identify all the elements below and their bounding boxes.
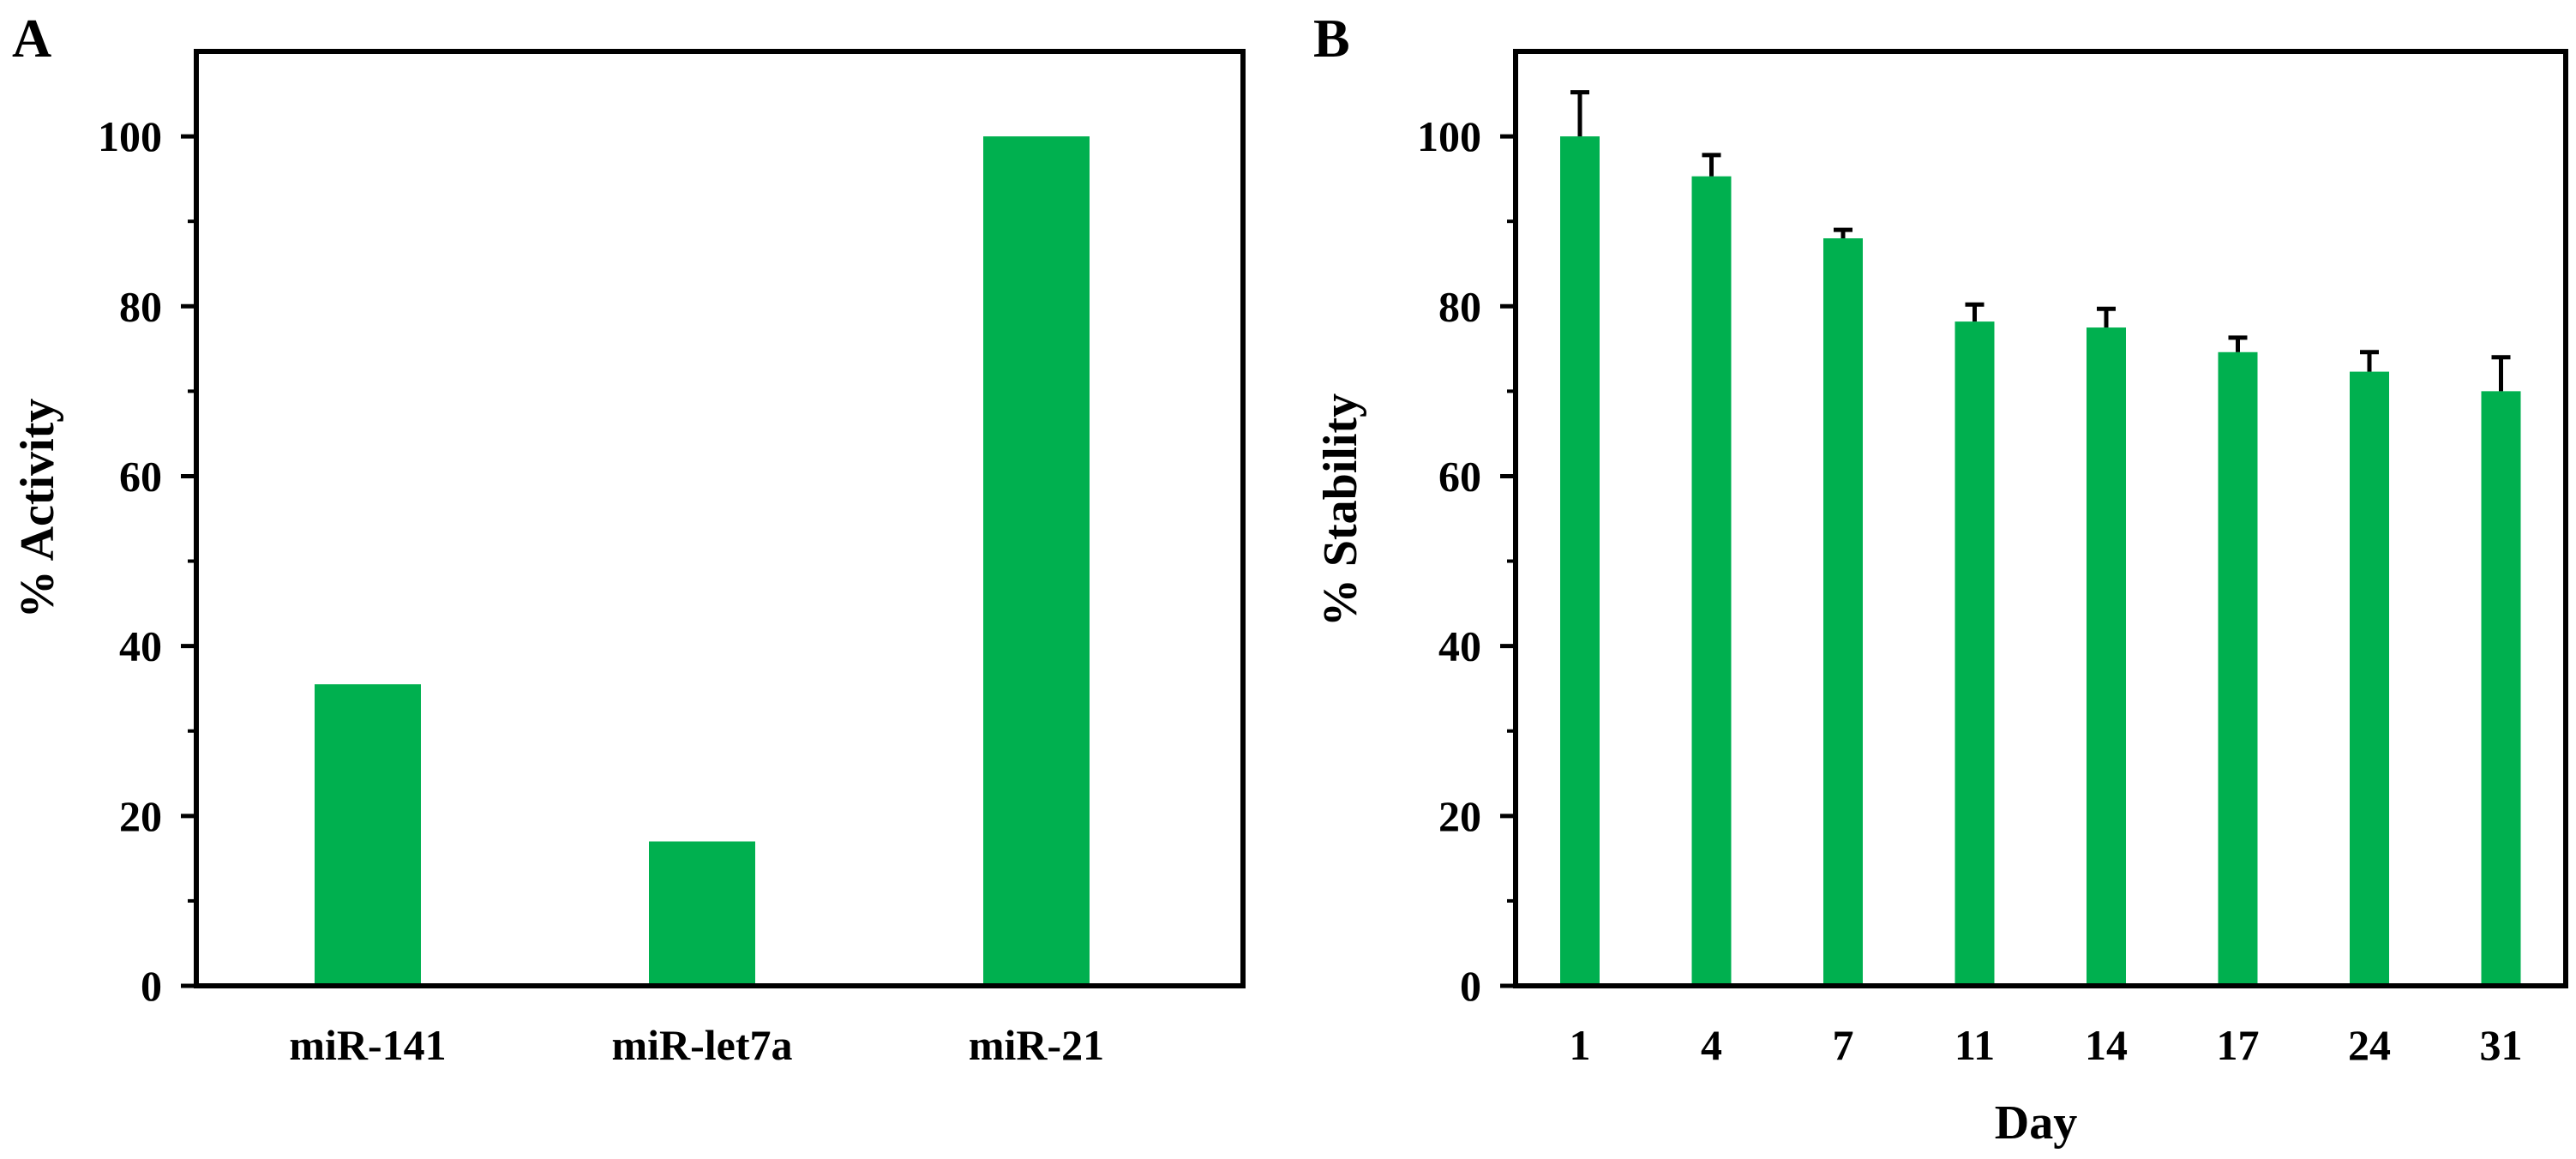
panel-b-y-tick-label-80: 80 <box>1438 282 1481 330</box>
panel-a-y-tick-label-100: 100 <box>98 112 162 160</box>
panel-b-x-tick-label-14: 14 <box>2085 1021 2128 1069</box>
panel-b-x-tick-label-24: 24 <box>2348 1021 2391 1069</box>
panel-b-label: B <box>1313 8 1350 69</box>
panel-b-bar-31 <box>2481 391 2521 986</box>
panel-b-x-tick-label-4: 4 <box>1701 1021 1722 1069</box>
panel-b-x-axis-title: Day <box>1995 1096 2077 1150</box>
panel-a-bar-miR-let7a <box>649 841 755 986</box>
panel-b-x-tick-label-17: 17 <box>2217 1021 2260 1069</box>
panel-b-y-tick-label-60: 60 <box>1438 452 1481 500</box>
panel-a-bars <box>315 136 1090 986</box>
panel-a-axes: miR-141 miR-let7a miR-21 0 20 40 60 80 100 <box>98 49 1246 1069</box>
panel-a: A % Activity miR-141 miR-let7a miR-21 0 20 40… <box>11 8 1246 1069</box>
panel-b-x-tick-label-11: 11 <box>1955 1021 1995 1069</box>
panel-b-x-tick-label-1: 1 <box>1570 1021 1591 1069</box>
panel-b-y-axis-title: % Stability <box>1314 393 1367 627</box>
panel-a-y-tick-label-20: 20 <box>119 792 162 840</box>
panel-b-bar-7 <box>1823 238 1863 986</box>
panel-b-bar-17 <box>2218 351 2258 986</box>
panel-b-bar-1 <box>1560 136 1600 986</box>
panel-a-x-tick-label-miR-141: miR-141 <box>289 1021 446 1069</box>
panel-b-bars <box>1560 90 2521 987</box>
panel-b-bar-11 <box>1955 321 1995 986</box>
panel-a-x-tick-label-miR-21: miR-21 <box>969 1021 1104 1069</box>
panel-b-x-tick-label-7: 7 <box>1833 1021 1854 1069</box>
panel-b-y-tick-label-100: 100 <box>1417 112 1481 160</box>
panel-a-bar-miR-21 <box>983 136 1090 986</box>
panel-a-y-axis-title: % Activity <box>11 399 64 619</box>
panel-b-bar-4 <box>1691 176 1732 986</box>
panel-a-plot-frame <box>194 49 1246 988</box>
panel-b-y-tick-label-40: 40 <box>1438 622 1481 670</box>
panel-b-y-tick-label-0: 0 <box>1460 962 1481 1010</box>
panel-b-x-tick-label-31: 31 <box>2480 1021 2523 1069</box>
panel-a-y-tick-label-60: 60 <box>119 452 162 500</box>
panel-a-label: A <box>12 8 51 69</box>
panel-b-bar-24 <box>2350 371 2389 986</box>
panel-b: B % Stability Day 1 4 7 11 14 17 24 31020406080… <box>1313 8 2568 1150</box>
panel-b-bar-14 <box>2087 327 2126 987</box>
panel-a-y-tick-label-40: 40 <box>119 622 162 670</box>
panel-a-y-tick-label-0: 0 <box>141 962 162 1010</box>
panel-b-y-tick-label-20: 20 <box>1438 792 1481 840</box>
panel-a-x-tick-label-miR-let7a: miR-let7a <box>611 1021 792 1069</box>
panel-b-plot-frame <box>1513 49 2568 988</box>
panel-a-y-tick-label-80: 80 <box>119 282 162 330</box>
panel-a-bar-miR-141 <box>315 684 421 986</box>
